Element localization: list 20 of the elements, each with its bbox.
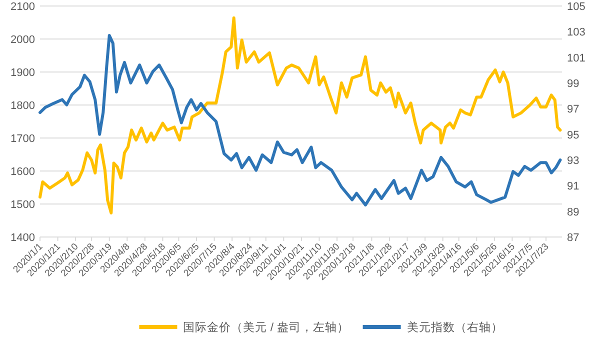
y-tick-label: 2000 xyxy=(10,34,35,46)
y2-tick-label: 99 xyxy=(567,78,580,90)
y-tick-label: 1400 xyxy=(10,232,35,244)
y2-tick-label: 103 xyxy=(567,26,586,39)
y-tick-label: 1700 xyxy=(10,133,35,145)
y2-tick-label: 105 xyxy=(567,1,586,13)
legend-label: 美元指数（右轴） xyxy=(406,320,503,334)
y2-tick-label: 89 xyxy=(567,206,580,218)
y-tick-label: 1800 xyxy=(10,100,35,112)
y2-tick-label: 97 xyxy=(567,104,580,116)
y-tick-label: 1900 xyxy=(10,67,35,79)
y-tick-label: 1500 xyxy=(10,199,35,211)
y-tick-label: 1600 xyxy=(10,166,35,178)
y2-tick-label: 93 xyxy=(567,155,580,167)
y2-tick-label: 101 xyxy=(567,52,586,64)
y2-tick-label: 87 xyxy=(567,232,580,244)
legend-label: 国际金价（美元 / 盎司，左轴） xyxy=(183,320,349,334)
y2-tick-label: 95 xyxy=(567,129,580,142)
y-tick-label: 2100 xyxy=(10,1,35,13)
y2-tick-label: 91 xyxy=(567,180,580,193)
